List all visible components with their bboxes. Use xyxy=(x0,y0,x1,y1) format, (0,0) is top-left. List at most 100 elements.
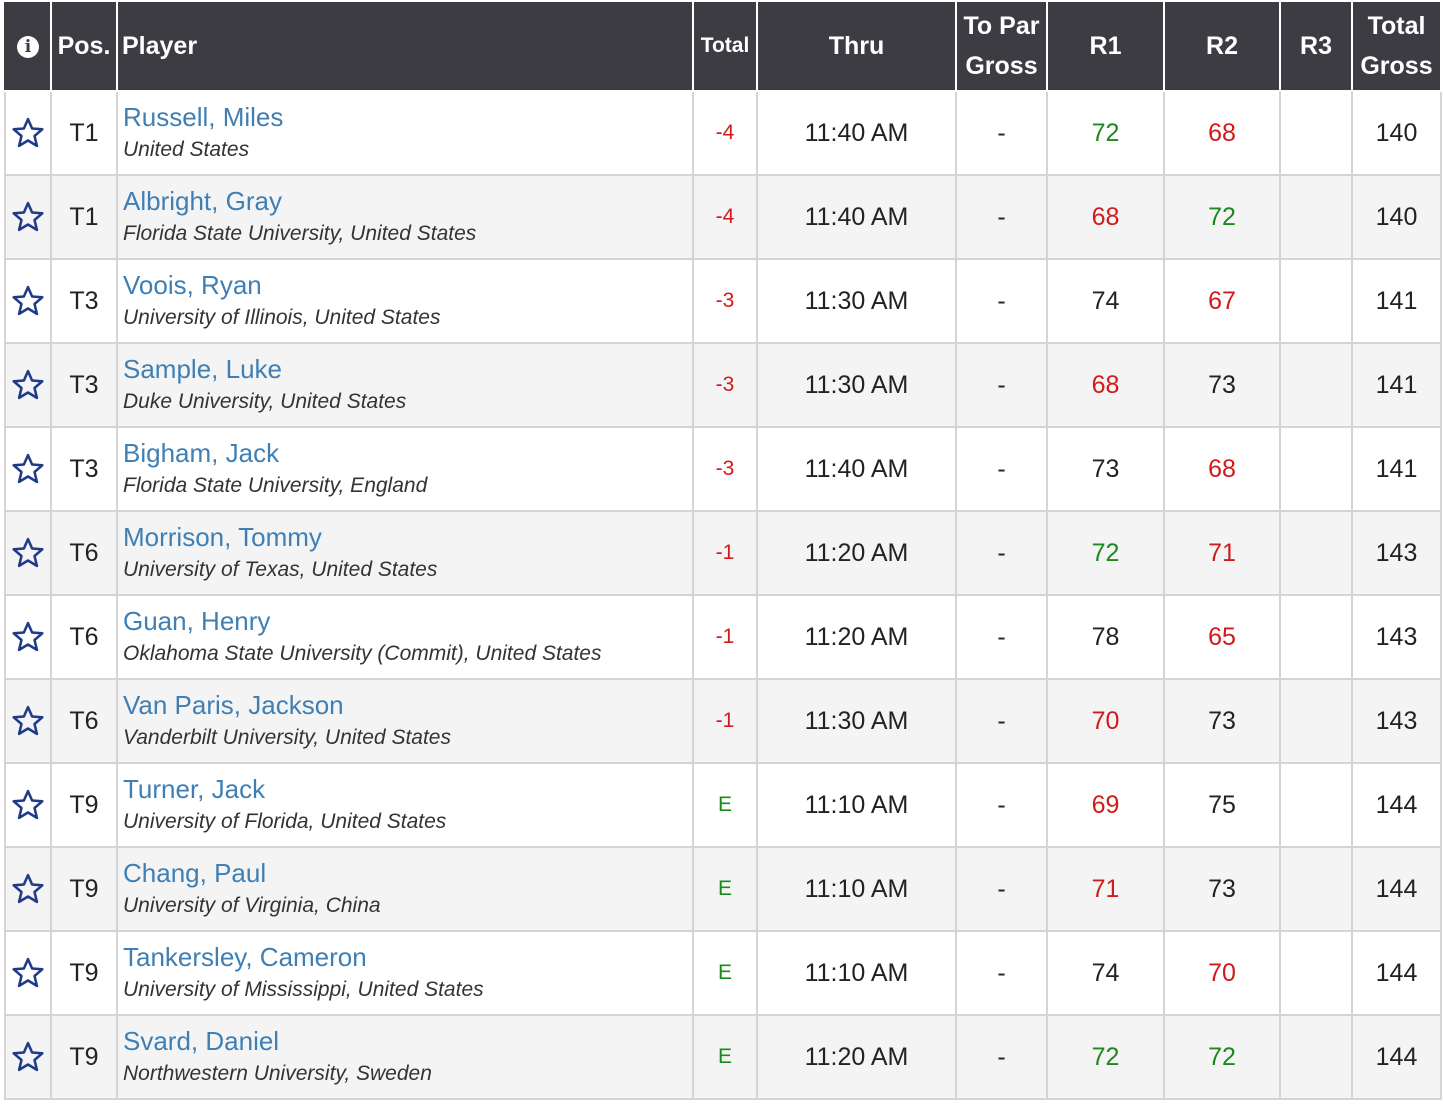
player-name-link[interactable]: Bigham, Jack xyxy=(123,438,280,468)
favorite-star-icon[interactable] xyxy=(4,342,52,428)
info-header[interactable]: i xyxy=(4,2,52,92)
player-cell: Morrison, Tommy University of Texas, Unit… xyxy=(116,510,694,596)
player-affiliation: Vanderbilt University, United States xyxy=(123,726,451,749)
player-name-link[interactable]: Russell, Miles xyxy=(123,102,284,132)
thru-cell: 11:10 AM xyxy=(756,762,957,848)
total-score-cell: E xyxy=(692,762,758,848)
table-row[interactable]: T3 Sample, Luke Duke University, United St… xyxy=(4,342,1442,428)
to-par-gross-cell: - xyxy=(955,426,1048,512)
favorite-star-icon[interactable] xyxy=(4,258,52,344)
round2-score-cell: 75 xyxy=(1163,762,1281,848)
table-row[interactable]: T9 Svard, Daniel Northwestern University, … xyxy=(4,1014,1442,1100)
player-affiliation: Northwestern University, Sweden xyxy=(123,1062,432,1085)
total-gross-header[interactable]: Total Gross xyxy=(1351,2,1442,92)
player-name-link[interactable]: Albright, Gray xyxy=(123,186,282,216)
favorite-star-icon[interactable] xyxy=(4,762,52,848)
total-score-cell: E xyxy=(692,846,758,932)
round2-score-cell: 67 xyxy=(1163,258,1281,344)
player-name-link[interactable]: Voois, Ryan xyxy=(123,270,262,300)
thru-header[interactable]: Thru xyxy=(756,2,957,92)
to-par-gross-cell: - xyxy=(955,594,1048,680)
player-affiliation: Florida State University, United States xyxy=(123,222,477,245)
round3-score-cell xyxy=(1279,510,1353,596)
round1-score-cell: 68 xyxy=(1046,174,1165,260)
player-name-link[interactable]: Tankersley, Cameron xyxy=(123,942,367,972)
round1-score-cell: 74 xyxy=(1046,930,1165,1016)
total-gross-cell: 143 xyxy=(1351,678,1442,764)
favorite-star-icon[interactable] xyxy=(4,174,52,260)
table-row[interactable]: T6 Morrison, Tommy University of Texas, Un… xyxy=(4,510,1442,596)
total-gross-cell: 144 xyxy=(1351,930,1442,1016)
thru-cell: 11:30 AM xyxy=(756,342,957,428)
player-name-link[interactable]: Sample, Luke xyxy=(123,354,282,384)
favorite-star-icon[interactable] xyxy=(4,678,52,764)
player-name-link[interactable]: Chang, Paul xyxy=(123,858,267,888)
table-row[interactable]: T9 Turner, Jack University of Florida, Uni… xyxy=(4,762,1442,848)
to-par-gross-cell: - xyxy=(955,510,1048,596)
thru-cell: 11:10 AM xyxy=(756,846,957,932)
player-header[interactable]: Player xyxy=(116,2,694,92)
position-cell: T1 xyxy=(50,90,118,176)
table-row[interactable]: T6 Van Paris, Jackson Vanderbilt Universit… xyxy=(4,678,1442,764)
favorite-star-icon[interactable] xyxy=(4,426,52,512)
r1-header[interactable]: R1 xyxy=(1046,2,1165,92)
table-row[interactable]: T1 Russell, Miles United States -4 11:40 AM -… xyxy=(4,90,1442,176)
player-cell: Turner, Jack University of Florida, Unite… xyxy=(116,762,694,848)
pos-header[interactable]: Pos. xyxy=(50,2,118,92)
total-gross-cell: 144 xyxy=(1351,1014,1442,1100)
total-gross-line2: Gross xyxy=(1360,52,1433,80)
table-row[interactable]: T6 Guan, Henry Oklahoma State University (… xyxy=(4,594,1442,680)
to-par-gross-cell: - xyxy=(955,90,1048,176)
round3-score-cell xyxy=(1279,90,1353,176)
total-score-cell: -4 xyxy=(692,174,758,260)
thru-cell: 11:20 AM xyxy=(756,510,957,596)
player-name-link[interactable]: Van Paris, Jackson xyxy=(123,690,344,720)
total-gross-cell: 143 xyxy=(1351,510,1442,596)
round2-score-cell: 68 xyxy=(1163,90,1281,176)
player-cell: Albright, Gray Florida State University, … xyxy=(116,174,694,260)
table-row[interactable]: T3 Voois, Ryan University of Illinois, Uni… xyxy=(4,258,1442,344)
r3-header[interactable]: R3 xyxy=(1279,2,1353,92)
table-row[interactable]: T9 Chang, Paul University of Virginia, Chi… xyxy=(4,846,1442,932)
info-icon[interactable]: i xyxy=(17,36,39,59)
total-gross-cell: 141 xyxy=(1351,342,1442,428)
player-name-link[interactable]: Svard, Daniel xyxy=(123,1026,280,1056)
round3-score-cell xyxy=(1279,342,1353,428)
favorite-star-icon[interactable] xyxy=(4,1014,52,1100)
table-row[interactable]: T1 Albright, Gray Florida State University… xyxy=(4,174,1442,260)
round2-score-cell: 70 xyxy=(1163,930,1281,1016)
player-name-link[interactable]: Guan, Henry xyxy=(123,606,271,636)
table-row[interactable]: T9 Tankersley, Cameron University of Missi… xyxy=(4,930,1442,1016)
to-par-gross-header[interactable]: To Par Gross xyxy=(955,2,1048,92)
position-cell: T9 xyxy=(50,930,118,1016)
round2-score-cell: 73 xyxy=(1163,678,1281,764)
position-cell: T3 xyxy=(50,426,118,512)
favorite-star-icon[interactable] xyxy=(4,510,52,596)
round1-score-cell: 72 xyxy=(1046,1014,1165,1100)
player-affiliation: University of Texas, United States xyxy=(123,558,438,581)
player-affiliation: Oklahoma State University (Commit), Unit… xyxy=(123,642,602,665)
player-name-link[interactable]: Turner, Jack xyxy=(123,774,266,804)
total-gross-cell: 140 xyxy=(1351,174,1442,260)
round1-score-cell: 72 xyxy=(1046,90,1165,176)
thru-cell: 11:30 AM xyxy=(756,678,957,764)
total-gross-cell: 141 xyxy=(1351,258,1442,344)
leaderboard-table: i Pos. Player Total Thru To Par Gross R1… xyxy=(4,2,1442,1100)
round1-score-cell: 69 xyxy=(1046,762,1165,848)
favorite-star-icon[interactable] xyxy=(4,90,52,176)
favorite-star-icon[interactable] xyxy=(4,594,52,680)
player-affiliation: University of Virginia, China xyxy=(123,894,381,917)
round3-score-cell xyxy=(1279,930,1353,1016)
table-row[interactable]: T3 Bigham, Jack Florida State University, … xyxy=(4,426,1442,512)
r2-header[interactable]: R2 xyxy=(1163,2,1281,92)
favorite-star-icon[interactable] xyxy=(4,930,52,1016)
favorite-star-icon[interactable] xyxy=(4,846,52,932)
total-header[interactable]: Total xyxy=(692,2,758,92)
position-cell: T3 xyxy=(50,258,118,344)
round3-score-cell xyxy=(1279,174,1353,260)
player-cell: Guan, Henry Oklahoma State University (Co… xyxy=(116,594,694,680)
total-score-cell: E xyxy=(692,930,758,1016)
player-cell: Chang, Paul University of Virginia, China xyxy=(116,846,694,932)
position-cell: T3 xyxy=(50,342,118,428)
player-name-link[interactable]: Morrison, Tommy xyxy=(123,522,322,552)
